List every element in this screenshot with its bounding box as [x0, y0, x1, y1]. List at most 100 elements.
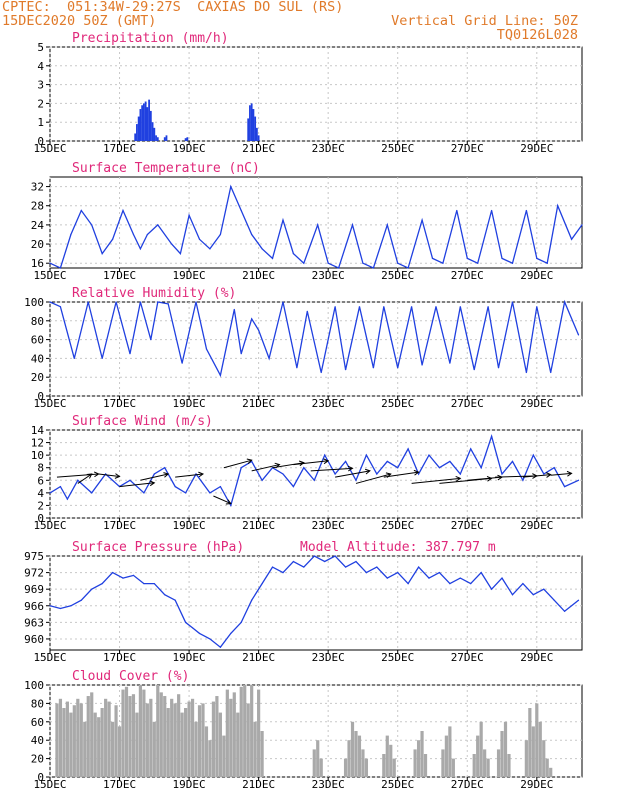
precip-bar — [141, 105, 144, 141]
cloud-bar — [253, 721, 257, 777]
cloud-bar — [239, 686, 243, 777]
pres-point — [417, 566, 420, 568]
pres-ytick-label: 966 — [24, 600, 44, 613]
temp-point — [525, 209, 527, 212]
pres-point — [282, 571, 284, 574]
wind-point — [143, 492, 145, 494]
rh-xtick-label: 23DEC — [312, 397, 345, 410]
rh-ytick-label: 0 — [37, 390, 44, 403]
rh-point — [233, 308, 235, 311]
pres-point — [219, 646, 221, 648]
cloud-bar — [131, 694, 136, 777]
pres-ytick-label: 969 — [24, 583, 44, 596]
precip-bar — [142, 103, 145, 141]
wind-ytick-label: 12 — [31, 437, 44, 450]
pres-point — [164, 594, 166, 596]
cloud-bar — [107, 701, 111, 777]
precip-panel: 0 1 2 3 4 5 15DEC 17DEC 19DEC 21DEC 23DEC 25DEC 27DE… — [33, 31, 583, 155]
wind-arrowhead — [323, 458, 330, 465]
wind-point — [292, 485, 294, 488]
wind-arrowhead — [347, 465, 354, 472]
temp-frame — [49, 176, 583, 269]
rh-point — [258, 329, 260, 331]
rh-point — [397, 367, 399, 369]
rh-point — [487, 306, 489, 308]
cloud-bar — [184, 708, 188, 777]
wind-point — [334, 473, 336, 475]
cloud-bar — [312, 749, 316, 777]
pres-point — [132, 574, 135, 576]
cloud-bar — [451, 758, 455, 777]
wind-arrowhead — [114, 473, 121, 479]
temp-point — [59, 267, 62, 269]
temp-point — [501, 257, 503, 260]
precip-bar — [254, 116, 257, 141]
precip-xtick-label: 19DEC — [173, 142, 206, 155]
precip-bar — [156, 137, 159, 141]
wind-point — [564, 485, 566, 488]
cloud-bar — [218, 712, 222, 777]
temp-point — [132, 233, 135, 236]
cloud-bar — [503, 721, 508, 777]
wind-point — [91, 492, 93, 494]
cloud-bar — [138, 685, 143, 777]
precip-ytick-label: 0 — [37, 135, 44, 148]
wind-point — [577, 479, 580, 481]
header-date: 15DEC2020 50Z (GMT) — [2, 13, 157, 29]
precip-title: Precipitation (mm/h) — [72, 31, 229, 46]
pres-point — [522, 583, 524, 585]
pres-point — [553, 599, 555, 601]
pres-panel: 960 963 966 969 972 975 15DEC 17DEC 19DEC 21DEC 23… — [24, 540, 583, 664]
cloud-xtick-label: 21DEC — [242, 778, 275, 791]
header-grid-line: Vertical Grid Line: 50Z — [391, 13, 578, 29]
pres-point — [577, 599, 580, 601]
cloud-bar — [83, 721, 87, 777]
rh-point — [251, 318, 253, 320]
temp-title: Surface Temperature (nC) — [72, 161, 260, 176]
wind-arrow — [293, 460, 329, 466]
wind-arrow — [223, 459, 252, 469]
cloud-bar — [423, 754, 428, 777]
temp-xtick-label: 17DEC — [103, 269, 136, 282]
cloud-bar — [476, 735, 480, 777]
temp-point — [111, 238, 114, 240]
cloud-bar — [319, 758, 323, 777]
temp-point — [261, 248, 263, 250]
cloud-bar — [173, 703, 177, 777]
precip-xtick-label: 29DEC — [520, 142, 553, 155]
header-model-id: TQ0126L028 — [496, 27, 578, 43]
cloud-bar — [420, 731, 424, 777]
pres-point — [449, 583, 451, 585]
wind-point — [153, 473, 155, 475]
cloud-bar — [382, 754, 386, 777]
wind-point — [77, 479, 79, 481]
cloud-bar — [413, 749, 417, 777]
rh-point — [219, 374, 221, 376]
wind-point — [417, 473, 420, 475]
cloud-bar — [215, 696, 219, 777]
precip-xtick-label: 15DEC — [33, 142, 66, 155]
cloud-ytick-label: 20 — [31, 753, 44, 766]
precip-bar — [149, 110, 152, 141]
cloud-bar — [528, 708, 532, 777]
wind-series-line — [49, 434, 579, 508]
pres-point — [438, 571, 441, 574]
precip-ytick-label: 1 — [37, 116, 44, 129]
cloud-bar — [194, 721, 198, 777]
header-station: CPTEC: 051:34W-29:27S CAXIAS DO SUL (RS) — [2, 0, 344, 15]
cloud-bar — [483, 749, 487, 777]
wind-xtick-label: 15DEC — [33, 519, 66, 532]
cloud-bar — [316, 740, 320, 777]
cloud-bar — [236, 712, 240, 777]
rh-point — [129, 353, 131, 355]
rh-point — [139, 301, 142, 303]
rh-xtick-label: 15DEC — [33, 397, 66, 410]
wind-point — [428, 454, 430, 456]
precip-bar — [250, 103, 253, 141]
pres-xtick-label: 25DEC — [381, 651, 414, 664]
cloud-bar — [117, 726, 122, 777]
wind-arrow — [467, 476, 503, 481]
cloud-bar — [496, 749, 501, 777]
wind-point — [365, 454, 368, 456]
